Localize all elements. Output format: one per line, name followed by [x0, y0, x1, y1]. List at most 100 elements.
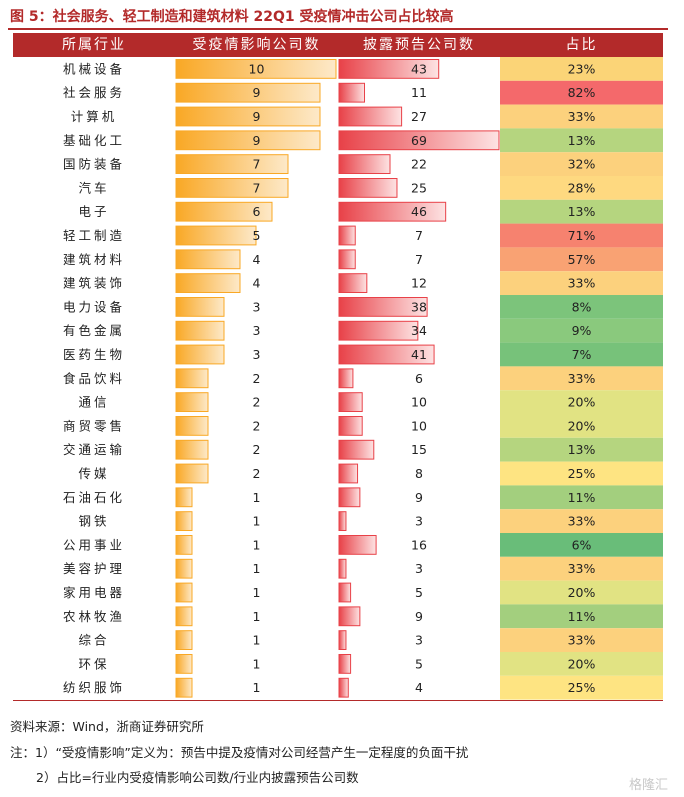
ratio-value: 25%	[568, 680, 596, 695]
affected-value: 3	[253, 347, 261, 362]
disclosed-value: 16	[411, 537, 427, 552]
affected-bar	[175, 106, 321, 127]
affected-bar	[175, 82, 321, 103]
affected-value: 3	[253, 299, 261, 314]
ratio-cell	[500, 556, 663, 581]
affected-bar	[175, 439, 209, 460]
disclosed-bar	[338, 439, 375, 460]
industry-label: 综合	[78, 633, 109, 648]
industry-label: 环保	[78, 656, 109, 671]
affected-value: 1	[253, 561, 261, 576]
table-body: 机械设备 10 43 23%社会服务 9 11 82%计算机 9 27 33%基础化工 9 69 13%…	[63, 57, 663, 700]
disclosed-bar	[338, 106, 403, 127]
affected-value: 3	[253, 323, 261, 338]
watermark: 格隆汇	[628, 778, 668, 793]
header-industry: 所属行业	[62, 37, 126, 53]
affected-bar	[175, 225, 257, 246]
affected-bar	[175, 511, 193, 532]
disclosed-value: 5	[415, 656, 423, 671]
industry-label: 汽车	[78, 180, 109, 195]
affected-value: 1	[253, 585, 261, 600]
ratio-value: 33%	[568, 371, 596, 386]
industry-label: 国防装备	[63, 157, 125, 172]
industry-label: 建筑材料	[63, 252, 125, 267]
disclosed-bar	[338, 130, 500, 151]
industry-label: 纺织服饰	[63, 680, 125, 695]
affected-bar	[175, 558, 193, 579]
ratio-cell	[500, 461, 663, 486]
ratio-cell	[500, 628, 663, 652]
disclosed-bar	[338, 154, 391, 174]
table-header: 所属行业 受疫情影响公司数 披露预告公司数 占比	[13, 33, 663, 57]
affected-bar	[175, 677, 193, 698]
disclosed-value: 10	[411, 395, 427, 410]
disclosed-bar	[338, 59, 440, 79]
disclosed-value: 4	[415, 680, 423, 695]
affected-bar	[175, 320, 225, 341]
industry-label: 家用电器	[63, 585, 125, 600]
disclosed-value: 8	[415, 466, 423, 481]
header-disclosed: 披露预告公司数	[363, 37, 475, 53]
ratio-cell	[500, 485, 663, 510]
ratio-cell	[500, 318, 663, 343]
affected-bar	[175, 487, 193, 508]
ratio-value: 33%	[568, 561, 596, 576]
industry-label: 电力设备	[63, 299, 125, 314]
ratio-cell	[500, 652, 663, 676]
industry-label: 计算机	[71, 109, 118, 124]
ratio-value: 11%	[568, 490, 596, 505]
definition-note: 注：1）“受疫情影响”定义为：预告中提及疫情对公司经营产生一定程度的负面干扰	[10, 745, 469, 760]
disclosed-value: 15	[411, 442, 427, 457]
disclosed-bar	[338, 368, 354, 389]
affected-value: 9	[253, 109, 261, 124]
ratio-cell	[500, 104, 663, 129]
industry-label: 社会服务	[63, 85, 125, 100]
disclosed-bar	[338, 511, 347, 532]
header-ratio: 占比	[565, 37, 598, 53]
ratio-value: 82%	[568, 85, 596, 100]
disclosed-value: 3	[415, 633, 423, 648]
ratio-value: 7%	[572, 347, 592, 362]
disclosed-value: 7	[415, 228, 423, 243]
affected-bar	[175, 130, 321, 151]
affected-bar	[175, 654, 193, 674]
affected-bar	[175, 630, 193, 651]
ratio-value: 33%	[568, 633, 596, 648]
affected-bar	[175, 59, 337, 79]
affected-value: 1	[253, 680, 261, 695]
affected-bar	[175, 201, 273, 222]
disclosed-value: 22	[411, 157, 427, 172]
industry-label: 通信	[78, 395, 109, 410]
ratio-cell	[500, 271, 663, 295]
industry-label: 轻工制造	[63, 228, 125, 243]
industry-label: 石油石化	[63, 490, 125, 505]
figure-title: 图 5：社会服务、轻工制造和建筑材料 22Q1 受疫情冲击公司占比较高	[10, 9, 454, 25]
ratio-value: 57%	[568, 252, 596, 267]
affected-value: 10	[249, 61, 265, 76]
ratio-cell	[500, 366, 663, 391]
ratio-value: 20%	[568, 656, 596, 671]
disclosed-value: 3	[415, 514, 423, 529]
ratio-value: 28%	[568, 180, 596, 195]
ratio-value: 11%	[568, 609, 596, 624]
ratio-value: 20%	[568, 585, 596, 600]
affected-value: 4	[253, 252, 261, 267]
ratio-cell	[500, 414, 663, 438]
industry-label: 基础化工	[63, 133, 125, 148]
industry-label: 交通运输	[63, 442, 125, 457]
disclosed-bar	[338, 463, 359, 484]
affected-value: 6	[253, 204, 261, 219]
ratio-value: 6%	[572, 537, 592, 552]
disclosed-value: 69	[411, 133, 427, 148]
industry-label: 机械设备	[63, 61, 125, 76]
ratio-value: 32%	[568, 157, 596, 172]
disclosed-bar	[338, 249, 356, 270]
ratio-value: 20%	[568, 418, 596, 433]
ratio-value: 33%	[568, 109, 596, 124]
affected-bar	[175, 392, 209, 413]
disclosed-bar	[338, 487, 361, 508]
affected-value: 7	[253, 180, 261, 195]
affected-value: 1	[253, 490, 261, 505]
ratio-cell	[500, 128, 663, 153]
affected-bar	[175, 535, 193, 555]
